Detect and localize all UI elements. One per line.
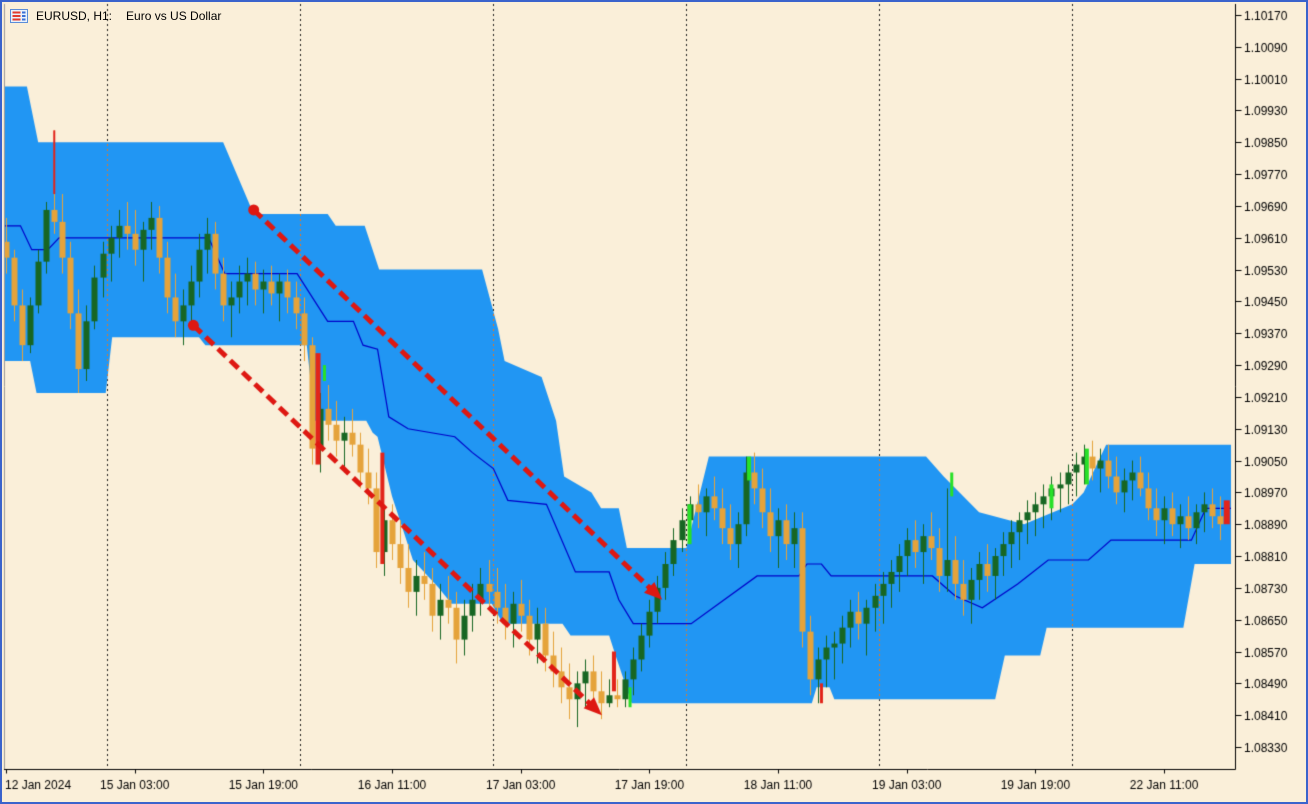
time-axis[interactable] xyxy=(2,768,1306,802)
price-axis[interactable] xyxy=(1232,2,1306,770)
